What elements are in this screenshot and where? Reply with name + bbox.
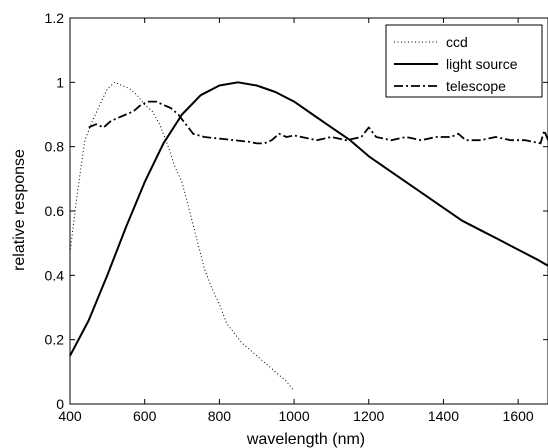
x-axis-ticks: 400 600 800 1000 1200 1400 1600 — [58, 18, 534, 424]
y-tick-label: 0.2 — [45, 332, 65, 348]
y-axis-ticks: 0 0.2 0.4 0.6 0.8 1 1.2 — [45, 10, 548, 412]
x-tick-label: 600 — [133, 408, 157, 424]
legend-label-ccd: ccd — [446, 34, 468, 50]
legend: ccd light source telescope — [385, 24, 543, 98]
y-tick-label: 0.4 — [45, 267, 65, 283]
x-tick-label: 400 — [58, 408, 82, 424]
plot-lines — [69, 81, 548, 392]
legend-label-light-source: light source — [446, 56, 518, 72]
x-tick-label: 1400 — [428, 408, 459, 424]
series-line-light-source — [69, 81, 548, 357]
x-tick-label: 1000 — [278, 408, 309, 424]
legend-label-telescope: telescope — [446, 78, 506, 94]
x-tick-label: 1200 — [353, 408, 384, 424]
legend-box — [385, 24, 543, 98]
y-tick-label: 1.2 — [45, 10, 65, 26]
y-axis-label: relative response — [11, 149, 28, 271]
x-axis-label: wavelength (nm) — [246, 431, 365, 448]
y-tick-label: 0.8 — [45, 139, 65, 155]
series-line-ccd — [69, 81, 295, 392]
y-tick-label: 0 — [56, 396, 64, 412]
x-tick-label: 1600 — [503, 408, 534, 424]
series-line-telescope — [88, 100, 548, 145]
x-tick-label: 800 — [208, 408, 232, 424]
y-tick-label: 1 — [56, 74, 64, 90]
y-tick-label: 0.6 — [45, 203, 65, 219]
